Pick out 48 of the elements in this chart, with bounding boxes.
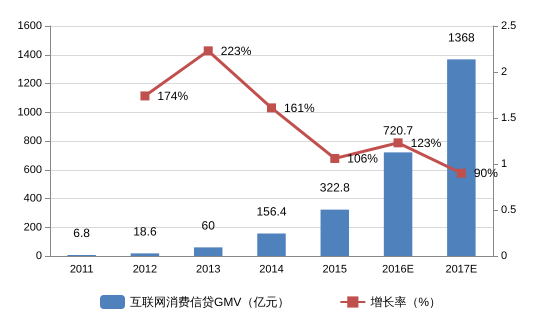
data-label: 322.8	[320, 180, 350, 195]
y-tick-label: 200	[24, 221, 42, 234]
y-tick-label: 600	[24, 164, 42, 176]
bar	[320, 210, 350, 256]
point	[456, 168, 466, 178]
point	[330, 154, 340, 163]
data-label: 223%	[220, 44, 252, 58]
x-tick-label: 2013	[196, 264, 220, 276]
bar	[130, 253, 160, 256]
x-tick-label: 2011	[70, 264, 94, 276]
bar	[447, 59, 476, 256]
point	[267, 103, 276, 112]
y-tick-label: 800	[24, 135, 42, 147]
bar	[257, 234, 286, 256]
data-label: 161%	[284, 100, 316, 115]
data-label: 18.6	[133, 224, 157, 238]
data-label: 720.7	[383, 123, 414, 138]
y-tick-label: 1600	[18, 20, 42, 32]
y2-tick-label: 1	[501, 158, 508, 170]
legend-label: 增长率（%）	[369, 295, 442, 309]
bar	[194, 247, 222, 256]
legend-label: 互联网消费信贷GMV（亿元）	[130, 295, 290, 309]
y2-tick-label: 1.5	[501, 112, 516, 124]
data-label: 6.8	[73, 226, 90, 240]
x-tick-label: 2014	[259, 264, 284, 276]
data-label: 1368	[448, 30, 476, 44]
x-tick-label: 2017E	[445, 264, 478, 276]
y-tick-label: 1400	[18, 48, 42, 61]
point	[394, 138, 403, 148]
point	[204, 46, 213, 56]
x-tick-label: 2012	[132, 264, 158, 276]
data-label: 60	[202, 218, 216, 232]
y2-tick-label: 2.5	[501, 20, 516, 32]
y2-tick-label: 2	[501, 66, 508, 78]
point	[140, 91, 150, 100]
bar	[384, 152, 412, 256]
y-tick-label: 1000	[18, 106, 42, 118]
data-label: 174%	[157, 88, 188, 103]
data-label: 123%	[410, 136, 442, 150]
x-tick-label: 2016E	[382, 264, 414, 276]
data-label: 156.4	[256, 204, 287, 219]
y-tick-label: 0	[36, 250, 42, 262]
x-tick-label: 2015	[322, 264, 348, 276]
data-label: 106%	[347, 151, 378, 166]
y-tick-label: 400	[24, 192, 42, 204]
y2-tick-label: 0	[501, 250, 508, 262]
y2-tick-label: 0.5	[501, 204, 516, 216]
y-tick-label: 1200	[18, 78, 42, 90]
